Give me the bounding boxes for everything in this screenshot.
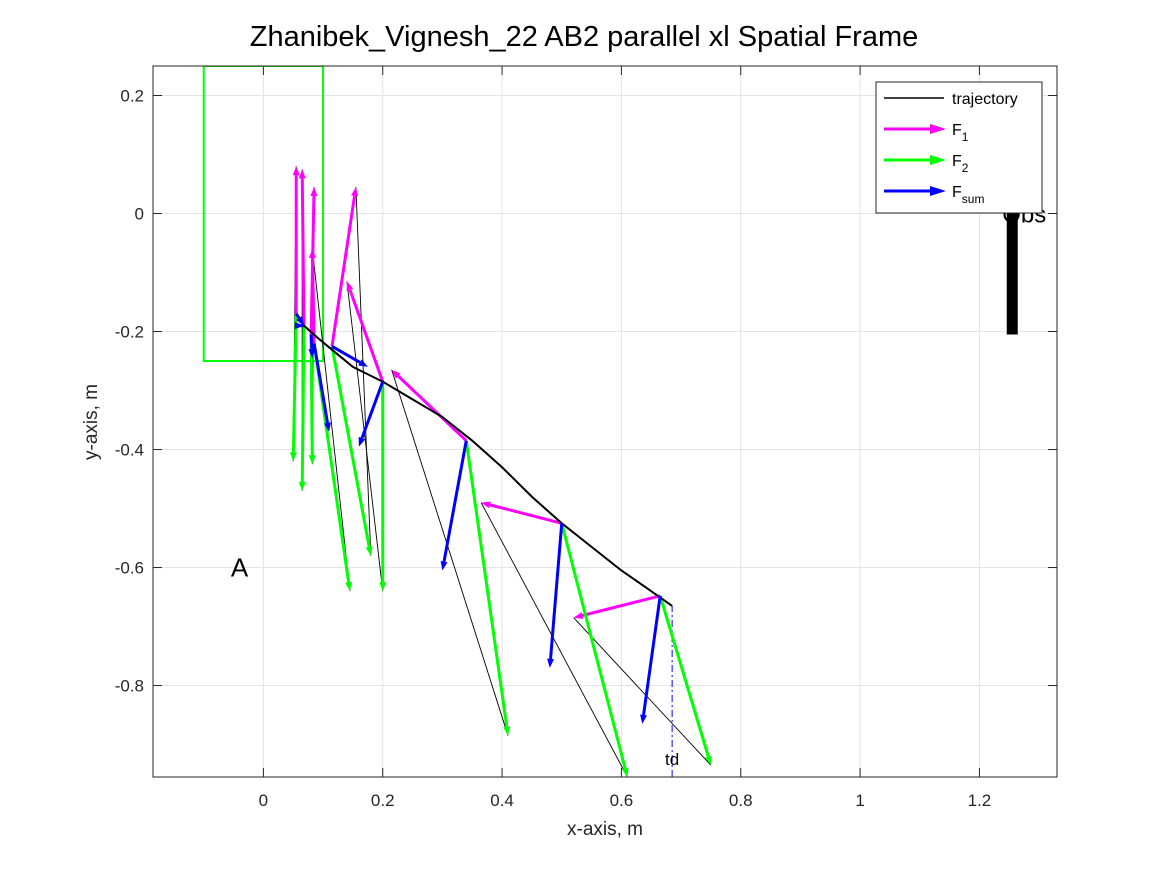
f1-arrow-head [292, 166, 300, 176]
fsum-arrow-head [547, 658, 555, 668]
f2-arrow-head [704, 755, 712, 766]
f2-arrow [560, 522, 627, 769]
f1-arrow-head [310, 186, 318, 197]
y-tick-label: -0.6 [115, 559, 144, 578]
fsum-arrow [331, 344, 361, 364]
y-tick-label: -0.8 [115, 677, 144, 696]
legend-text: F [952, 184, 962, 201]
chart-title: Zhanibek_Vignesh_22 AB2 parallel xl Spat… [250, 21, 919, 53]
x-tick-label: 0.8 [729, 791, 753, 810]
f1-arrow [582, 594, 661, 617]
f2-arrow-head [298, 481, 306, 491]
fsum-arrow [312, 343, 330, 424]
fsum-arrow [294, 312, 301, 319]
f1-arrow [489, 503, 563, 525]
legend-swatch-head-F2 [930, 155, 946, 165]
trajectory-line [295, 313, 673, 607]
x-tick-label: 0.6 [610, 791, 634, 810]
x-tick-label: 0 [259, 791, 268, 810]
y-tick-label: -0.4 [115, 441, 144, 460]
legend-swatch-head-Fsum [930, 186, 946, 196]
y-axis-label: y-axis, m [81, 384, 102, 460]
fsum-arrow [442, 440, 468, 562]
legend-text: F [952, 153, 962, 170]
start-zone-box [202, 66, 325, 363]
fsum-arrow-head [358, 436, 366, 447]
f1-arrow-head [351, 186, 359, 197]
fsum-arrow-head [440, 561, 448, 571]
force-connector-line [311, 248, 351, 592]
f2-arrow-head [365, 546, 373, 556]
legend-label-trajectory: trajectory [952, 91, 1018, 108]
f1-arrow [300, 178, 306, 326]
y-tick-label: -0.2 [115, 323, 144, 342]
f2-arrow-head [289, 452, 297, 462]
f2-arrow-head [308, 455, 316, 465]
y-tick-label: 0 [135, 205, 144, 224]
fsum-arrow-head [358, 359, 368, 367]
f2-arrow-head [621, 767, 629, 777]
f2-arrow-head [379, 582, 387, 592]
x-tick-label: 1 [855, 791, 864, 810]
f2-arrow [291, 313, 298, 453]
fsum-arrow [360, 381, 385, 439]
axis-ticks: 0 0.2 0.4 0.6 0.8 1 1.2 0.2 0 -0.2 -0.4 -0.6 -0.8 [115, 66, 1057, 810]
legend-label-F2: F2 [952, 153, 969, 175]
fsum-arrow-head [296, 316, 304, 326]
force-connector-line [391, 369, 509, 736]
fsum-arrow-head [640, 714, 648, 724]
f1-arrow-head [298, 169, 306, 179]
f1-arrow-head [308, 248, 316, 258]
f1-arrow [310, 257, 316, 344]
y-tick-label: 0.2 [120, 87, 144, 106]
fsum-arrow-head [308, 348, 316, 359]
f2-arrow [300, 325, 306, 482]
legend-label-F1: F1 [952, 122, 969, 144]
legend-subscript: sum [962, 192, 985, 206]
f2-arrow [658, 595, 710, 758]
axes-box [152, 65, 1058, 778]
f1-arrow [348, 289, 385, 383]
x-tick-label: 1.2 [968, 791, 992, 810]
f2-arrow-head [503, 726, 511, 736]
f2-arrow-head [345, 581, 353, 592]
legend-label-Fsum: Fsum [952, 184, 984, 206]
f1-arrow-head [573, 612, 584, 619]
start-label: A [231, 553, 249, 583]
f1-arrow-head [481, 501, 491, 509]
legend-subscript: 1 [962, 130, 969, 144]
fsum-arrow [309, 334, 314, 350]
fsum-arrow [642, 595, 662, 716]
legend-text: F [952, 122, 962, 139]
x-axis-label: x-axis, m [567, 819, 643, 840]
legend-swatch-head-F1 [930, 124, 946, 134]
fsum-arrow-head [294, 322, 304, 330]
f1-arrow [397, 374, 468, 442]
legend-subscript: 2 [962, 161, 969, 175]
fsum-arrow-head [324, 422, 331, 432]
force-connector-line [346, 281, 384, 592]
f1-arrow-head [391, 369, 401, 379]
td-label: td [665, 750, 679, 769]
fsum-arrow [549, 523, 564, 659]
force-connector-line [480, 502, 628, 777]
force-connector-line [573, 617, 712, 766]
legend-text: trajectory [952, 91, 1018, 108]
f1-arrow-head [346, 281, 354, 292]
x-tick-label: 0.4 [490, 791, 514, 810]
x-tick-label: 0.2 [371, 791, 395, 810]
f2-arrow [330, 345, 371, 548]
f1-arrow [330, 195, 357, 347]
f2-arrow [464, 440, 509, 727]
